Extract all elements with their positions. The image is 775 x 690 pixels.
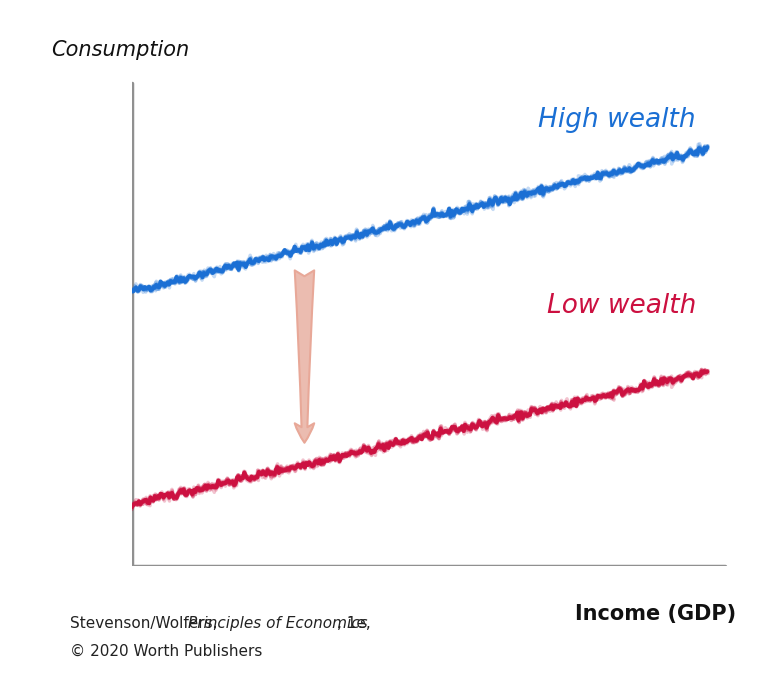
Text: © 2020 Worth Publishers: © 2020 Worth Publishers [70, 644, 262, 659]
Text: High wealth: High wealth [539, 107, 696, 133]
Text: Consumption: Consumption [51, 39, 189, 59]
Text: Stevenson/Wolfers,: Stevenson/Wolfers, [70, 616, 222, 631]
Text: , 1e,: , 1e, [337, 616, 371, 631]
Text: Principles of Economics: Principles of Economics [188, 616, 368, 631]
Text: Income (GDP): Income (GDP) [575, 604, 736, 624]
Text: Low wealth: Low wealth [546, 293, 696, 319]
